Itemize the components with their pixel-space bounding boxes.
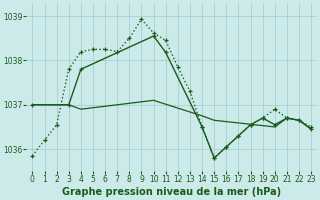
X-axis label: Graphe pression niveau de la mer (hPa): Graphe pression niveau de la mer (hPa) (62, 187, 281, 197)
